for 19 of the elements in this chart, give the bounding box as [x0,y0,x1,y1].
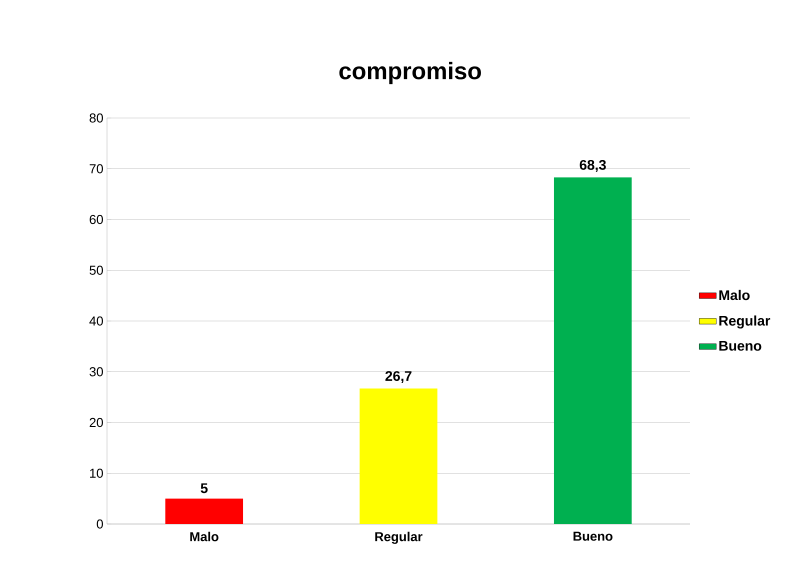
x-tick-label: Bueno [574,532,612,541]
x-tick-label: Malo [190,532,218,542]
legend-label: Bueno [719,341,762,351]
y-tick-label: 70 [90,164,103,174]
y-tick-label: 10 [90,468,103,478]
legend-label: Malo [719,290,750,300]
y-tick-label: 60 [90,214,103,224]
y-tick-label: 30 [90,367,103,376]
data-label: 5 [200,483,208,494]
legend-label: Regular [719,315,770,329]
y-tick-label: 20 [90,418,103,428]
chart-title: compromiso [339,62,481,84]
y-tick-label: 80 [90,113,103,123]
y-tick-label: 0 [96,519,103,529]
y-tick-label: 50 [90,266,103,275]
x-tick-label: Regular [375,532,422,544]
y-tick-label: 40 [89,316,103,326]
data-label: 68,3 [580,160,606,172]
data-label: 26,7 [385,371,412,383]
